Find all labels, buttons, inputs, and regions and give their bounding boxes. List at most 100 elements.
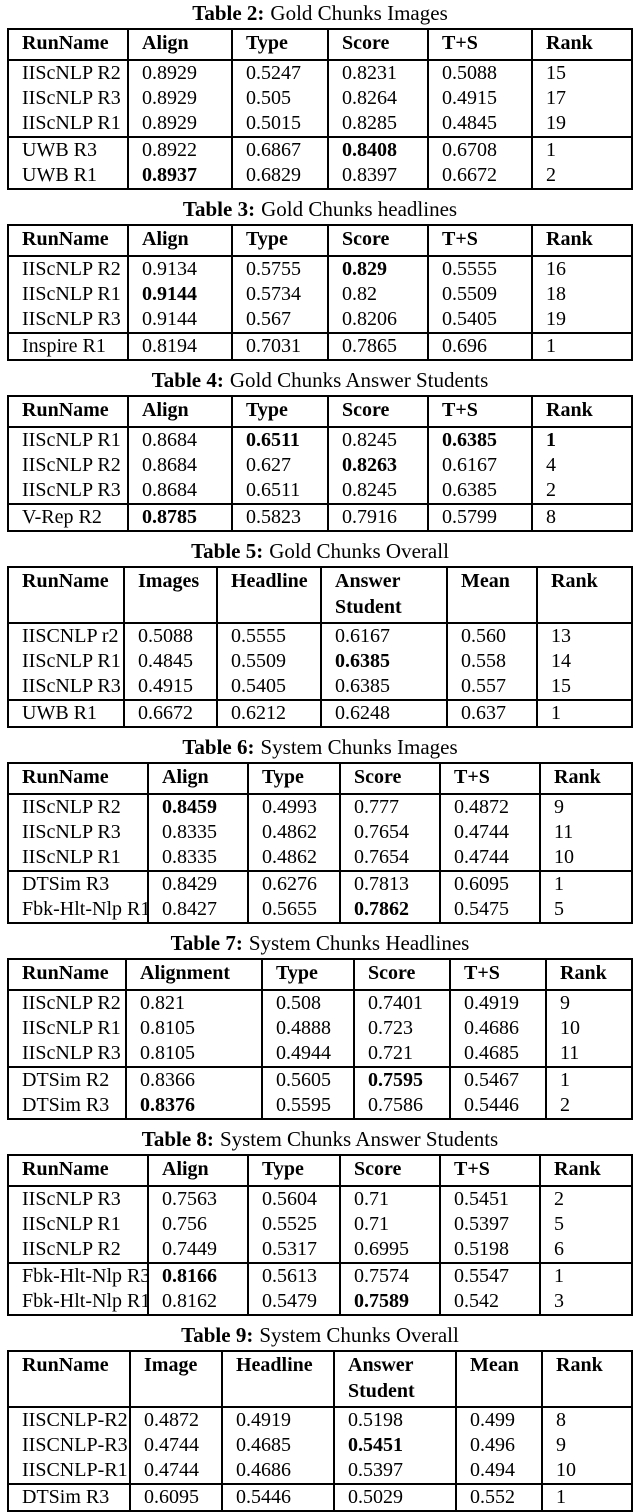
value-cell: 0.8429 [147, 870, 248, 897]
value-cell: 0.560 [446, 623, 537, 649]
value-cell: 0.7916 [327, 503, 428, 531]
run-name-cell: IIScNLP R3 [22, 87, 121, 109]
value-cell: 0.6167 [427, 453, 532, 478]
run-name-cell: IISCNLP r2 [22, 625, 119, 647]
table-row: UWB R1 0.6672 0.6212 0.6248 0.637 1 [8, 699, 632, 727]
table-row: IIScNLP R1 0.9144 0.5734 0.82 0.5509 18 [8, 282, 632, 307]
value-cell: 1 [536, 699, 632, 727]
caption-label: Table 6: [182, 735, 255, 759]
run-name-cell: UWB R1 [22, 164, 97, 186]
column-header: RunName [8, 29, 128, 61]
value-cell: 0.7563 [147, 1186, 248, 1212]
header-row: RunName Align Type Score T+S Rank [8, 396, 632, 428]
value-cell: 18 [531, 282, 632, 307]
table-row: IIScNLP R3 0.8684 0.6511 0.8245 0.6385 2 [8, 478, 632, 504]
table-row: IIScNLP R1 0.8335 0.4862 0.7654 0.4744 10 [8, 845, 632, 871]
value-cell: 0.8929 [127, 111, 232, 137]
table-row: IIScNLP R1 0.8684 0.6511 0.8245 0.6385 1 [8, 427, 632, 453]
value-cell: 0.4685 [221, 1433, 334, 1458]
value-cell: 0.567 [231, 307, 328, 333]
value-cell: 0.7031 [231, 332, 328, 360]
run-name-cell: IISCNLP-R2 [22, 1409, 128, 1431]
value-cell: 0.6385 [320, 674, 447, 700]
column-header: Align [127, 225, 232, 257]
value-cell: 1 [531, 136, 632, 163]
table-row: IIScNLP R2 0.8684 0.627 0.8263 0.6167 4 [8, 453, 632, 478]
column-header: Type [247, 763, 340, 795]
value-cell: 1 [531, 427, 632, 453]
value-cell: 11 [545, 1041, 632, 1067]
value-cell: 0.8263 [327, 453, 428, 478]
table-row: DTSim R3 0.8429 0.6276 0.7813 0.6095 1 [8, 870, 632, 897]
value-cell: 0.8335 [147, 820, 248, 845]
value-cell: 1 [531, 332, 632, 360]
value-cell: 0.5088 [427, 60, 532, 86]
caption-label: Table 4: [151, 368, 224, 392]
column-header: Headline [221, 1351, 334, 1408]
run-name-cell: IIScNLP R2 [22, 454, 121, 476]
value-cell: 0.4888 [261, 1016, 354, 1041]
value-cell: 0.756 [147, 1212, 248, 1237]
value-cell: 0.558 [446, 649, 537, 674]
value-cell: 0.8459 [147, 794, 248, 820]
column-header: T+S [439, 763, 540, 795]
value-cell: 19 [531, 307, 632, 333]
table-row: V-Rep R2 0.8785 0.5823 0.7916 0.5799 8 [8, 503, 632, 531]
table-caption: Table 2: Gold Chunks Images [0, 2, 640, 24]
value-cell: 0.8335 [147, 845, 248, 871]
table-row: IIScNLP R2 0.7449 0.5317 0.6995 0.5198 6 [8, 1237, 632, 1263]
value-cell: 0.5479 [247, 1289, 340, 1315]
header-row: RunName Align Type Score T+S Rank [8, 1155, 632, 1187]
value-cell: 0.5451 [439, 1186, 540, 1212]
value-cell: 14 [536, 649, 632, 674]
table-row: IIScNLP R1 0.4845 0.5509 0.6385 0.558 14 [8, 649, 632, 674]
caption-label: Table 2: [192, 1, 265, 25]
column-header: Mean [455, 1351, 542, 1408]
results-table: RunName Align Type Score T+S Rank IIScNLP R2 0.… [7, 28, 633, 190]
value-cell: 0.8366 [125, 1066, 262, 1093]
value-cell: 0.6867 [231, 136, 328, 163]
column-header: Rank [531, 29, 632, 61]
value-cell: 0.5823 [231, 503, 328, 531]
value-cell: 0.552 [455, 1483, 542, 1511]
value-cell: 0.494 [455, 1458, 542, 1484]
column-header: T+S [427, 29, 532, 61]
column-header: Score [327, 29, 428, 61]
value-cell: 0.7595 [353, 1066, 450, 1093]
caption-label: Table 5: [191, 539, 264, 563]
value-cell: 0.5509 [216, 649, 321, 674]
value-cell: 0.8427 [147, 897, 248, 923]
run-name-cell: UWB R1 [8, 699, 124, 727]
value-cell: 0.7865 [327, 332, 428, 360]
column-header: T+S [427, 225, 532, 257]
run-name-cell: IIScNLP R3 [22, 821, 121, 843]
table-row: IIScNLP R2 0.9134 0.5755 0.829 0.5555 16 [8, 256, 632, 282]
value-cell: 0.7654 [339, 845, 440, 871]
value-cell: 2 [531, 163, 632, 189]
value-cell: 0.5198 [439, 1237, 540, 1263]
value-cell: 0.496 [455, 1433, 542, 1458]
value-cell: 0.8684 [127, 427, 232, 453]
value-cell: 0.7862 [339, 897, 440, 923]
run-name-cell: IIScNLP R1 [22, 650, 121, 672]
value-cell: 0.4993 [247, 794, 340, 820]
caption-title: Gold Chunks Overall [269, 539, 449, 563]
value-cell: 15 [531, 60, 632, 86]
value-cell: 0.6276 [247, 870, 340, 897]
run-name-cell: DTSim R3 [22, 1094, 110, 1116]
table-row: UWB R3 0.8922 0.6867 0.8408 0.6708 1 [8, 136, 632, 163]
run-name-cell: IIScNLP R3 [22, 1042, 121, 1064]
run-name-cell: UWB R3 [8, 136, 128, 163]
caption-title: System Chunks Images [260, 735, 458, 759]
value-cell: 1 [539, 870, 632, 897]
value-cell: 0.6095 [439, 870, 540, 897]
run-name-cell: Fbk-Hlt-Nlp R1 [22, 898, 148, 920]
run-name-cell: IIScNLP R3 [22, 1188, 121, 1210]
value-cell: 0.7654 [339, 820, 440, 845]
table-row: IIScNLP R3 0.8335 0.4862 0.7654 0.4744 11 [8, 820, 632, 845]
header-row: RunName Images Headline Answer Student Mean R… [8, 567, 632, 624]
column-header: Alignment [125, 959, 262, 991]
caption-title: Gold Chunks headlines [261, 197, 458, 221]
value-cell: 0.5595 [261, 1093, 354, 1119]
value-cell: 0.4744 [439, 820, 540, 845]
